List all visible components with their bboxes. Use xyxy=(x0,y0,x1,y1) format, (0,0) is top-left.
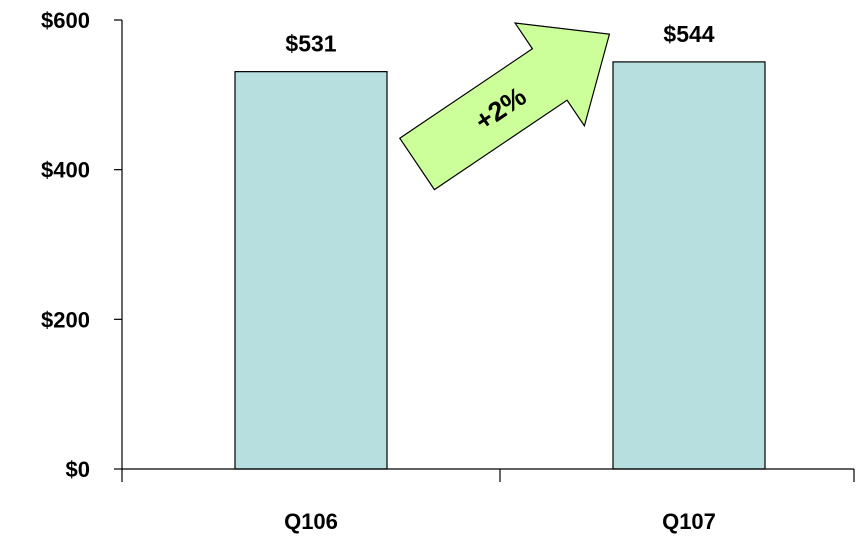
arrow-shape xyxy=(398,22,611,191)
y-tick-label: $400 xyxy=(41,158,90,183)
y-tick-label: $200 xyxy=(41,307,90,332)
data-labels-group: $531 $544 xyxy=(285,21,714,57)
x-tick-label-q107: Q107 xyxy=(662,509,716,534)
x-ticks-group: Q106 Q107 xyxy=(121,469,855,534)
x-tick-label-q106: Q106 xyxy=(284,509,338,534)
data-label-q106: $531 xyxy=(285,31,336,57)
axes-group xyxy=(121,20,854,470)
y-tick-label: $0 xyxy=(66,457,90,482)
growth-arrow-annotation: +2% xyxy=(398,22,611,191)
bar-q106 xyxy=(234,71,388,470)
bars-group xyxy=(234,61,766,470)
data-label-q107: $544 xyxy=(663,21,714,47)
y-ticks-group: $0 $200 $400 $600 xyxy=(41,8,122,482)
y-tick-label: $600 xyxy=(41,8,90,33)
bar-q107 xyxy=(612,61,766,470)
